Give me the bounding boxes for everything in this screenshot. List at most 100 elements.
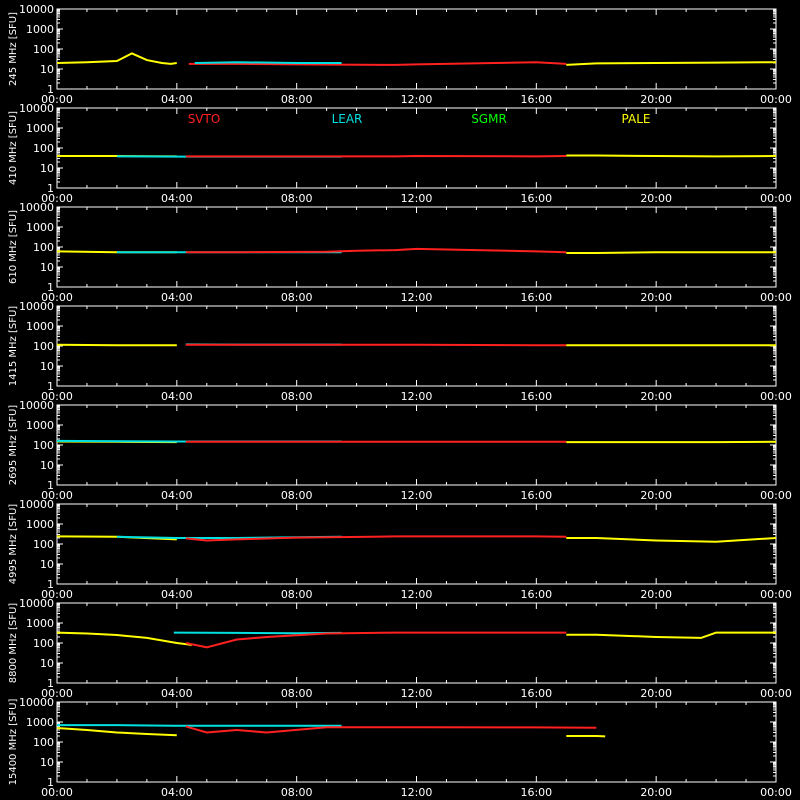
y-tick-label: 10000 <box>19 597 54 610</box>
x-tick-label: 04:00 <box>161 588 193 601</box>
series-line-pale <box>56 52 177 65</box>
y-tick-label: 1 <box>47 677 54 690</box>
y-tick-label: 10000 <box>19 399 54 412</box>
legend-label-sgmr: SGMR <box>471 112 507 126</box>
y-tick-label: 1000 <box>26 716 54 729</box>
x-tick-label: 08:00 <box>281 390 313 403</box>
y-tick-label: 1000 <box>26 221 54 234</box>
y-tick-label: 1000 <box>26 23 54 36</box>
x-tick-label: 12:00 <box>401 489 433 502</box>
x-tick-label: 08:00 <box>281 93 313 106</box>
x-tick-label: 08:00 <box>281 786 313 799</box>
x-tick-label: 08:00 <box>281 588 313 601</box>
x-tick-label: 00:00 <box>760 390 792 403</box>
y-tick-label: 10000 <box>19 696 54 709</box>
x-tick-label: 08:00 <box>281 489 313 502</box>
y-tick-label: 1000 <box>26 518 54 531</box>
x-tick-label: 12:00 <box>401 687 433 700</box>
x-tick-label: 00:00 <box>41 192 73 205</box>
y-tick-label: 100 <box>33 637 54 650</box>
y-tick-label: 1 <box>47 776 54 789</box>
x-tick-label: 00:00 <box>760 192 792 205</box>
x-tick-label: 20:00 <box>640 687 672 700</box>
x-tick-label: 20:00 <box>640 390 672 403</box>
x-tick-label: 00:00 <box>41 489 73 502</box>
y-tick-label: 1000 <box>26 320 54 333</box>
y-tick-label: 100 <box>33 43 54 56</box>
x-tick-label: 00:00 <box>41 93 73 106</box>
x-tick-label: 00:00 <box>760 786 792 799</box>
x-tick-label: 00:00 <box>41 786 73 799</box>
y-tick-label: 10 <box>40 558 54 571</box>
x-tick-label: 08:00 <box>281 687 313 700</box>
y-tick-label: 10 <box>40 657 54 670</box>
y-axis-label: 1415 MHz [SFU] <box>8 306 19 387</box>
x-tick-label: 12:00 <box>401 786 433 799</box>
x-tick-label: 04:00 <box>161 291 193 304</box>
series-line-svto <box>185 725 597 734</box>
series-line-svto <box>185 535 567 542</box>
y-tick-label: 100 <box>33 340 54 353</box>
x-tick-label: 04:00 <box>161 93 193 106</box>
x-tick-label: 00:00 <box>41 291 73 304</box>
x-tick-label: 16:00 <box>520 588 552 601</box>
y-tick-label: 100 <box>33 439 54 452</box>
y-axis-label: 245 MHz [SFU] <box>8 12 19 86</box>
y-tick-label: 10 <box>40 261 54 274</box>
y-axis-label: 2695 MHz [SFU] <box>8 405 19 486</box>
series-line-pale <box>56 727 177 737</box>
x-tick-label: 04:00 <box>161 390 193 403</box>
y-tick-label: 100 <box>33 538 54 551</box>
series-line-lear <box>57 724 342 727</box>
x-tick-label: 12:00 <box>401 588 433 601</box>
series-line-pale2 <box>566 537 777 543</box>
x-tick-label: 16:00 <box>520 192 552 205</box>
legend-label-lear: LEAR <box>332 112 363 126</box>
series-line-pale2 <box>566 251 776 254</box>
y-tick-label: 10000 <box>19 300 54 313</box>
y-tick-label: 10 <box>40 63 54 76</box>
x-tick-label: 04:00 <box>161 192 193 205</box>
x-tick-label: 12:00 <box>401 93 433 106</box>
x-tick-label: 00:00 <box>41 687 73 700</box>
y-tick-label: 10 <box>40 459 54 472</box>
y-tick-label: 1000 <box>26 617 54 630</box>
y-axis-label: 8800 MHz [SFU] <box>8 603 19 684</box>
series-line-lear <box>194 61 342 64</box>
legend-label-svto: SVTO <box>188 112 221 126</box>
x-tick-label: 20:00 <box>640 291 672 304</box>
x-tick-label: 04:00 <box>161 786 193 799</box>
x-tick-label: 00:00 <box>760 687 792 700</box>
x-tick-label: 20:00 <box>640 489 672 502</box>
y-tick-label: 10 <box>40 756 54 769</box>
series-line-svto <box>188 61 567 66</box>
x-tick-label: 00:00 <box>41 588 73 601</box>
x-tick-label: 00:00 <box>760 93 792 106</box>
x-tick-label: 08:00 <box>281 291 313 304</box>
x-tick-label: 16:00 <box>520 489 552 502</box>
x-tick-label: 16:00 <box>520 687 552 700</box>
series-line-pale2 <box>566 154 777 158</box>
y-tick-label: 1 <box>47 380 54 393</box>
y-tick-label: 10000 <box>19 498 54 511</box>
x-tick-label: 20:00 <box>640 93 672 106</box>
series-line-svto <box>185 631 567 649</box>
y-axis-label: 410 MHz [SFU] <box>8 111 19 185</box>
y-tick-label: 10 <box>40 162 54 175</box>
y-tick-label: 10000 <box>19 3 54 16</box>
x-tick-label: 00:00 <box>760 588 792 601</box>
y-axis-label: 610 MHz [SFU] <box>8 210 19 284</box>
x-tick-label: 20:00 <box>640 192 672 205</box>
x-tick-label: 04:00 <box>161 489 193 502</box>
y-axis-label: 4995 MHz [SFU] <box>8 504 19 585</box>
x-tick-label: 00:00 <box>760 291 792 304</box>
series-line-pale2 <box>566 631 776 639</box>
y-tick-label: 1 <box>47 281 54 294</box>
y-axis-label: 15400 MHz [SFU] <box>8 699 19 786</box>
x-tick-label: 00:00 <box>760 489 792 502</box>
y-tick-label: 1 <box>47 578 54 591</box>
x-tick-label: 16:00 <box>520 291 552 304</box>
x-tick-label: 20:00 <box>640 786 672 799</box>
